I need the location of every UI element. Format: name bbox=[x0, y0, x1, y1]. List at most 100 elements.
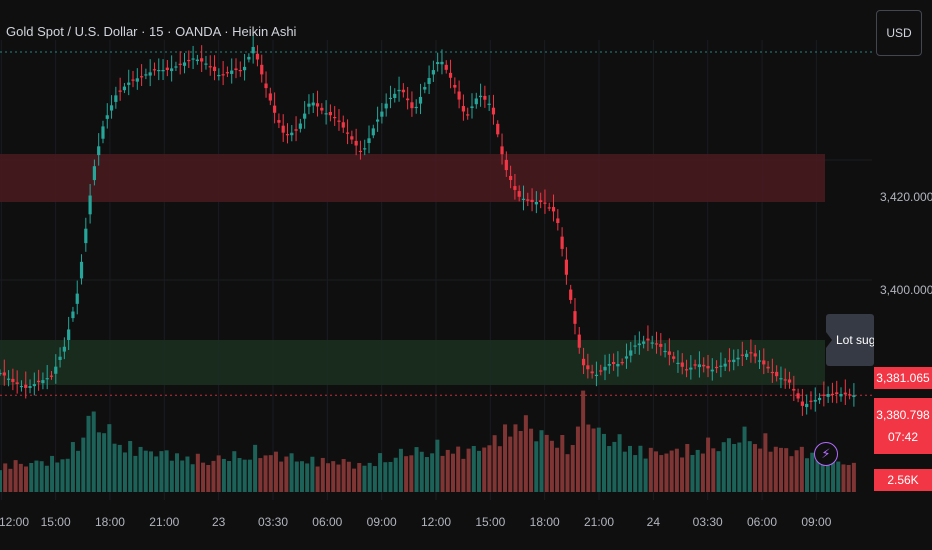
symbol-title[interactable]: Gold Spot / U.S. Dollar · 15 · OANDA · H… bbox=[6, 24, 297, 39]
volume-bar-72 bbox=[372, 466, 377, 492]
lot-suggestion-tooltip[interactable]: Lot sugge bbox=[826, 314, 874, 366]
volume-bar-46 bbox=[237, 458, 242, 492]
candle-body-119 bbox=[509, 175, 513, 181]
candle-body-58 bbox=[247, 56, 251, 60]
candle-body-175 bbox=[749, 352, 753, 354]
candle-body-78 bbox=[333, 116, 337, 119]
volume-bar-32 bbox=[164, 450, 169, 492]
candle-body-23 bbox=[97, 146, 101, 156]
candle-body-189 bbox=[809, 400, 813, 402]
volume-bar-161 bbox=[836, 461, 841, 492]
volume-bar-135 bbox=[700, 453, 705, 492]
candle-body-108 bbox=[461, 106, 466, 112]
volume-bar-7 bbox=[34, 460, 39, 492]
candle-body-71 bbox=[303, 113, 307, 119]
candle-body-100 bbox=[427, 78, 431, 84]
volume-bar-86 bbox=[445, 449, 450, 492]
volume-bar-30 bbox=[154, 456, 159, 492]
volume-bar-85 bbox=[440, 455, 445, 492]
candle-body-138 bbox=[590, 371, 594, 374]
volume-bar-0 bbox=[0, 470, 2, 492]
candle-body-73 bbox=[311, 102, 315, 106]
candle-body-117 bbox=[500, 146, 504, 155]
volume-bar-149 bbox=[773, 446, 778, 492]
volume-bar-138 bbox=[716, 451, 721, 492]
volume-bar-75 bbox=[388, 461, 393, 492]
candle-body-124 bbox=[530, 199, 534, 202]
candle-body-186 bbox=[796, 393, 800, 399]
candle-body-176 bbox=[753, 353, 757, 357]
volume-bar-94 bbox=[487, 445, 492, 492]
volume-bar-58 bbox=[299, 461, 304, 492]
candle-body-53 bbox=[225, 72, 230, 74]
volume-bar-6 bbox=[29, 462, 34, 492]
candle-body-173 bbox=[740, 354, 744, 356]
volume-bar-11 bbox=[55, 462, 60, 492]
candle-body-185 bbox=[792, 388, 796, 391]
candle-body-15 bbox=[62, 346, 66, 352]
volume-bar-143 bbox=[742, 426, 747, 492]
volume-bar-133 bbox=[690, 455, 695, 492]
volume-bar-2 bbox=[8, 468, 13, 492]
candle-body-20 bbox=[84, 228, 88, 244]
candle-body-174 bbox=[745, 353, 749, 357]
volume-bar-160 bbox=[831, 453, 836, 492]
volume-bar-147 bbox=[763, 433, 768, 492]
candle-body-81 bbox=[345, 132, 350, 134]
candle-body-83 bbox=[354, 140, 358, 146]
volume-bar-3 bbox=[13, 460, 18, 492]
candle-body-146 bbox=[624, 356, 629, 359]
candle-body-180 bbox=[770, 371, 774, 374]
candle-body-82 bbox=[350, 136, 354, 140]
volume-bar-119 bbox=[617, 434, 622, 492]
candle-body-141 bbox=[603, 366, 607, 371]
candle-body-191 bbox=[817, 397, 822, 401]
volume-bar-154 bbox=[799, 446, 804, 492]
volume-bar-130 bbox=[674, 448, 679, 492]
candle-body-68 bbox=[290, 132, 294, 136]
candle-body-116 bbox=[496, 123, 500, 135]
candle-body-198 bbox=[847, 394, 852, 396]
candle-body-199 bbox=[852, 395, 856, 397]
tooltip-text: Lot sugge bbox=[836, 333, 874, 347]
candle-body-24 bbox=[101, 126, 105, 139]
volume-bar-137 bbox=[711, 448, 716, 492]
volume-bar-93 bbox=[482, 447, 487, 492]
candle-body-86 bbox=[367, 138, 371, 144]
volume-bar-28 bbox=[143, 450, 148, 492]
volume-bar-159 bbox=[825, 462, 830, 492]
candle-body-170 bbox=[727, 360, 732, 362]
candle-body-75 bbox=[320, 107, 324, 111]
volume-bar-96 bbox=[497, 446, 502, 492]
volume-bar-126 bbox=[654, 451, 659, 492]
candle-body-140 bbox=[599, 370, 603, 372]
candle-body-89 bbox=[380, 111, 384, 117]
lightning-bolt-icon[interactable]: ⚡ bbox=[814, 442, 838, 466]
volume-bar-74 bbox=[383, 462, 388, 492]
candle-body-131 bbox=[560, 236, 564, 249]
volume-bar-29 bbox=[148, 451, 153, 492]
candle-body-145 bbox=[620, 362, 624, 364]
candle-body-38 bbox=[161, 70, 165, 72]
candle-body-94 bbox=[401, 89, 405, 93]
volume-bar-155 bbox=[805, 458, 810, 492]
candle-body-93 bbox=[397, 89, 401, 92]
currency-button[interactable]: USD bbox=[876, 10, 922, 56]
volume-bar-22 bbox=[112, 443, 117, 492]
candle-body-39 bbox=[165, 67, 169, 70]
candle-body-92 bbox=[393, 93, 397, 98]
volume-bar-69 bbox=[357, 463, 362, 492]
candle-body-158 bbox=[676, 362, 680, 365]
volume-bar-99 bbox=[513, 424, 518, 492]
candle-body-163 bbox=[697, 364, 702, 368]
volume-bar-44 bbox=[227, 460, 232, 492]
candle-body-31 bbox=[131, 79, 135, 81]
candle-body-87 bbox=[371, 128, 375, 136]
volume-bar-90 bbox=[466, 448, 471, 492]
volume-bar-24 bbox=[122, 452, 127, 492]
candle-body-182 bbox=[779, 378, 783, 380]
candle-body-10 bbox=[41, 380, 45, 384]
candle-body-171 bbox=[732, 359, 736, 363]
candle-body-13 bbox=[54, 366, 58, 374]
